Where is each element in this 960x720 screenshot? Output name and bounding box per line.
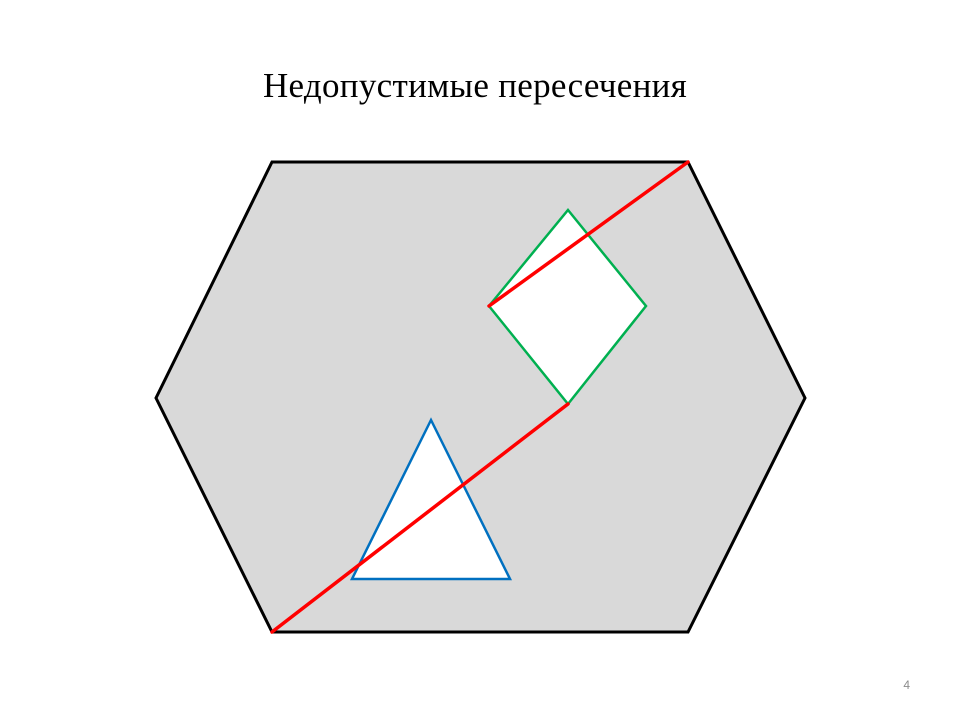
slide-title: Недопустимые пересечения — [262, 66, 688, 105]
red-path — [487, 160, 690, 308]
slide-number: 4 — [903, 678, 910, 692]
red-segment-lower — [270, 402, 570, 634]
